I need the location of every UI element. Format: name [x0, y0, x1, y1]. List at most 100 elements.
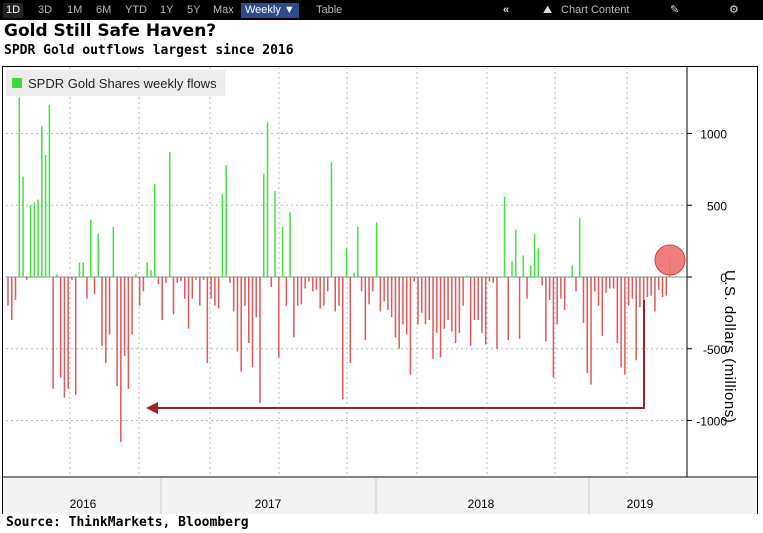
flow-bar: [67, 277, 69, 389]
range-5y-button[interactable]: 5Y: [187, 4, 201, 16]
range-ytd-button[interactable]: YTD: [125, 4, 147, 16]
flow-bar: [78, 262, 81, 277]
pencil-icon[interactable]: ✎: [670, 4, 680, 16]
flow-bar: [503, 196, 506, 277]
flow-bar: [82, 262, 84, 277]
flow-bar: [41, 126, 43, 277]
flow-bar: [462, 277, 464, 306]
flow-bar: [428, 277, 431, 321]
table-button[interactable]: Table: [316, 4, 343, 16]
flow-bar: [59, 277, 62, 378]
flow-bar: [383, 277, 385, 302]
y-tick-label: 500: [707, 199, 727, 213]
range-1d-button[interactable]: 1D: [3, 3, 24, 18]
flow-bar: [530, 265, 532, 277]
flow-bar: [409, 277, 412, 375]
flow-bar: [394, 277, 397, 338]
flow-bar: [315, 277, 318, 290]
range-6m-button[interactable]: 6M: [96, 4, 112, 16]
flow-bar: [390, 277, 393, 318]
source-note: Source: ThinkMarkets, Bloomberg: [6, 515, 249, 530]
flow-bar: [146, 262, 148, 277]
annotation-arrow-line: [154, 300, 645, 409]
flow-bar: [360, 277, 363, 292]
flow-bar: [195, 277, 197, 280]
flow-bar: [552, 277, 555, 378]
flow-bar: [206, 277, 209, 364]
flow-bar: [488, 277, 491, 282]
legend-swatch: [12, 78, 22, 88]
flow-bar: [296, 277, 299, 306]
toolbar: 1D 3D 1M 6M YTD 1Y 5Y Max Weekly ▼ Table…: [0, 0, 763, 20]
flow-bar: [518, 277, 521, 339]
flow-bar: [657, 277, 660, 290]
flow-bar: [191, 277, 194, 299]
flow-bar: [214, 277, 216, 306]
flow-bar: [496, 277, 498, 349]
range-1m-button[interactable]: 1M: [67, 4, 83, 16]
flow-bar: [108, 277, 111, 335]
flow-bar: [387, 277, 389, 310]
flow-bar: [150, 269, 152, 277]
flow-bar: [560, 277, 562, 299]
period-select[interactable]: Weekly ▼: [241, 3, 299, 18]
flow-bar: [217, 277, 220, 309]
flow-bar: [202, 277, 205, 280]
flow-bar: [259, 277, 261, 404]
flow-bar: [582, 277, 585, 323]
x-tick-label: 2019: [627, 497, 654, 511]
range-max-button[interactable]: Max: [213, 4, 234, 16]
flow-bar: [161, 277, 163, 321]
flow-bar: [330, 162, 333, 277]
double-chevron-left-icon[interactable]: «: [503, 4, 510, 16]
flow-bar: [421, 277, 423, 313]
flow-bar: [522, 255, 525, 277]
flow-bar: [548, 277, 551, 300]
flow-bar: [52, 277, 54, 389]
flow-bar: [654, 277, 656, 312]
flow-bar: [187, 277, 190, 329]
flow-bar: [304, 277, 306, 289]
flow-bar: [379, 277, 382, 312]
y-axis-label: U.S. dollars (millions): [721, 270, 738, 424]
flow-bar: [7, 277, 9, 306]
flow-bar: [646, 277, 649, 298]
flow-bar: [631, 277, 634, 299]
chart-content-button[interactable]: Chart Content: [561, 4, 630, 16]
flow-bar: [153, 183, 156, 277]
flow-bar: [225, 165, 227, 277]
flow-bar: [612, 277, 615, 289]
flow-bar: [650, 277, 652, 296]
flow-bar: [157, 277, 160, 285]
flow-bar: [184, 277, 186, 299]
flow-bar: [319, 277, 321, 309]
flow-bar: [484, 277, 487, 345]
gear-icon[interactable]: ⚙: [729, 4, 739, 16]
flow-bar: [176, 277, 179, 283]
flow-bar: [338, 277, 340, 306]
flow-bar: [499, 277, 502, 278]
y-tick-label: 0: [720, 271, 727, 285]
flow-bar: [342, 277, 344, 399]
flow-bar: [563, 277, 566, 310]
flow-bar: [597, 277, 600, 306]
flow-bar: [594, 277, 596, 292]
flow-bar: [63, 277, 66, 398]
flow-bar: [454, 277, 457, 344]
flow-bar: [18, 97, 21, 278]
flow-bar: [97, 233, 100, 277]
flow-bar: [14, 277, 17, 300]
flow-bar: [515, 229, 517, 277]
flow-bar: [172, 277, 175, 315]
title-block: Gold Still Safe Haven? SPDR Gold outflow…: [4, 21, 294, 60]
flow-bar: [37, 199, 39, 277]
range-1y-button[interactable]: 1Y: [160, 4, 174, 16]
range-3d-button[interactable]: 3D: [38, 4, 53, 16]
flow-bar: [665, 277, 667, 296]
flow-bar: [11, 277, 13, 321]
flow-bar: [567, 277, 570, 278]
flow-bar: [33, 202, 36, 277]
x-axis-band: [3, 478, 757, 514]
flow-bar: [458, 277, 461, 333]
flow-bar: [526, 277, 528, 299]
